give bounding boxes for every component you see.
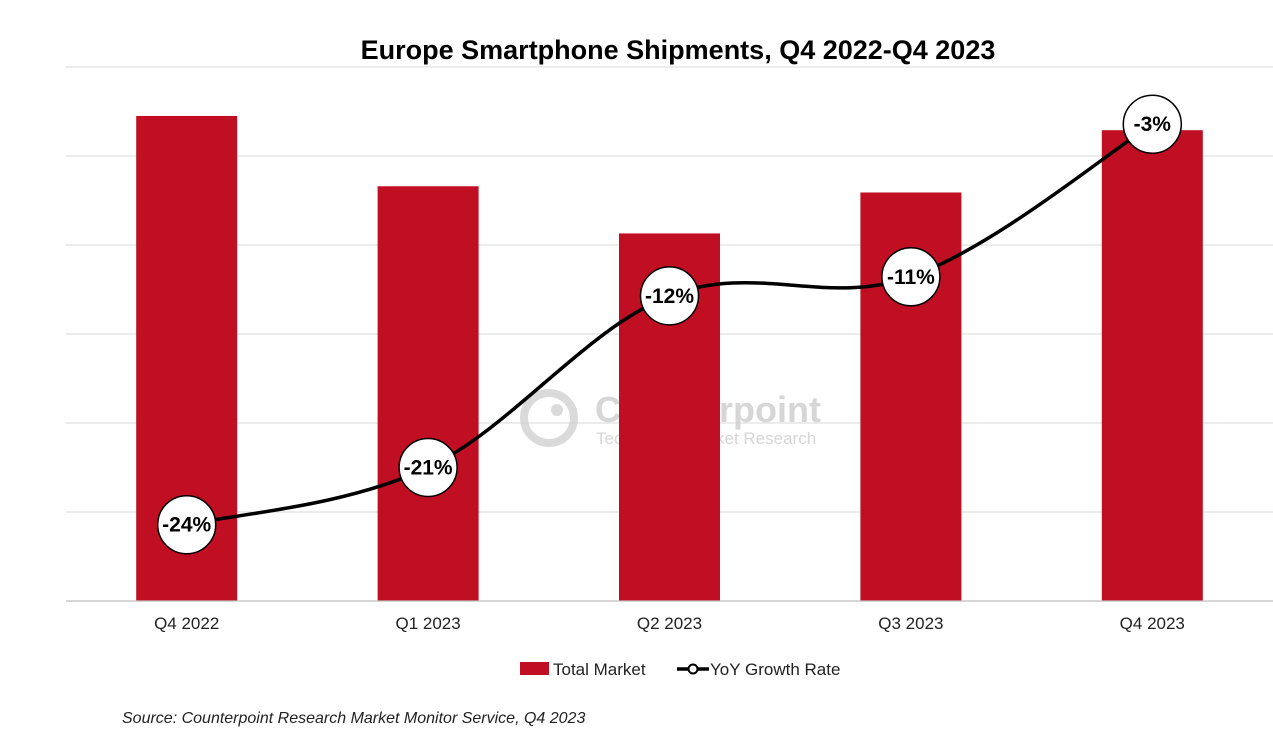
x-tick-label: Q3 2023: [878, 614, 943, 633]
legend-label-total-market: Total Market: [553, 660, 646, 679]
growth-data-label: -24%: [162, 514, 211, 537]
growth-data-label: -12%: [645, 285, 694, 308]
x-tick-label: Q4 2022: [154, 614, 219, 633]
x-tick-label: Q4 2023: [1120, 614, 1185, 633]
legend: Total Market YoY Growth Rate: [520, 660, 840, 679]
growth-marker: [1122, 94, 1183, 154]
bar-q1-2023: [377, 186, 479, 601]
x-tick-labels: Q4 2022 Q1 2023 Q2 2023 Q3 2023 Q4 2023: [154, 614, 1185, 633]
x-tick-label: Q2 2023: [637, 614, 702, 633]
chart-title: Europe Smartphone Shipments, Q4 2022-Q4 …: [361, 35, 996, 65]
legend-label-growth-rate: YoY Growth Rate: [710, 660, 840, 679]
legend-swatch-total-market: [520, 662, 549, 675]
growth-marker: [398, 437, 458, 498]
growth-data-label: -21%: [404, 457, 453, 480]
watermark-logo-dot-icon: [551, 404, 563, 416]
bar-series: [136, 115, 1203, 602]
growth-marker: [639, 266, 700, 326]
growth-marker: [156, 494, 217, 555]
growth-data-label: -3%: [1134, 113, 1172, 136]
growth-marker: [881, 247, 941, 307]
source-note: Source: Counterpoint Research Market Mon…: [122, 710, 585, 727]
growth-data-label: -11%: [887, 266, 935, 289]
watermark-logo-icon: [520, 389, 578, 447]
bar-q4-2023: [1101, 130, 1203, 601]
legend-swatch-growth-marker: [687, 663, 699, 675]
x-tick-label: Q1 2023: [395, 614, 460, 633]
growth-line-series: -24% -21% -12% -11% -3%: [156, 94, 1183, 555]
